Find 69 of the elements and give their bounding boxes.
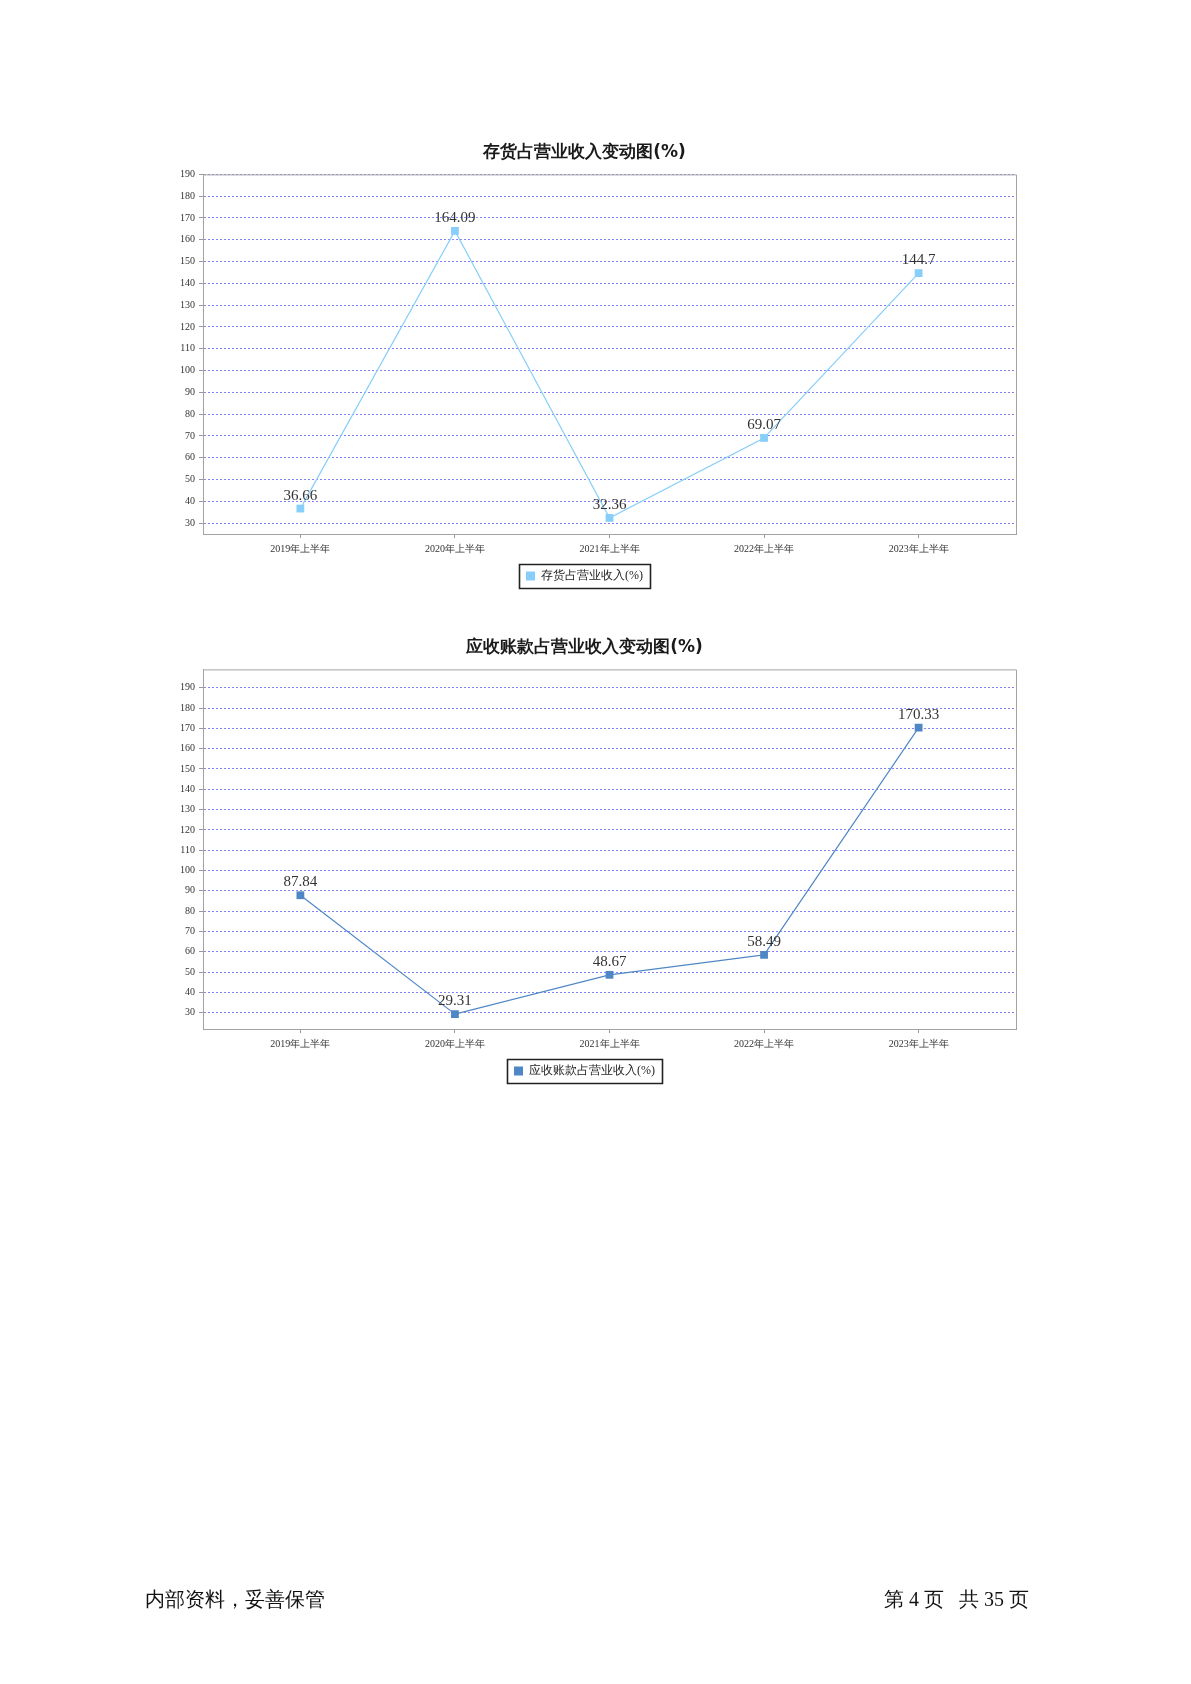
y-tick-label: 110 xyxy=(180,843,195,855)
data-label: 69.07 xyxy=(747,415,782,432)
data-label: 170.33 xyxy=(898,705,940,722)
y-tick-label: 120 xyxy=(180,823,195,835)
data-label: 87.84 xyxy=(283,873,318,890)
legend-label: 存货占营业收入(%) xyxy=(541,568,644,583)
x-tick-label: 2020年上半年 xyxy=(424,1037,485,1049)
y-tick-label: 60 xyxy=(185,945,195,957)
y-tick-label: 140 xyxy=(180,276,195,288)
y-tick-label: 70 xyxy=(185,429,195,441)
y-tick-label: 180 xyxy=(180,701,195,713)
y-tick-label: 90 xyxy=(185,884,195,896)
data-label: 48.67 xyxy=(592,952,627,969)
x-tick-label: 2019年上半年 xyxy=(270,542,331,554)
y-tick-label: 70 xyxy=(185,925,195,937)
point xyxy=(605,970,614,979)
y-tick-label: 170 xyxy=(180,211,195,223)
y-tick-label: 40 xyxy=(185,494,195,506)
point xyxy=(760,434,768,442)
y-tick-label: 50 xyxy=(185,473,195,485)
point xyxy=(914,723,923,732)
y-tick-label: 190 xyxy=(180,168,195,180)
text: 内部资料，妥善保管 xyxy=(145,1587,325,1612)
x-tick-label: 2020年上半年 xyxy=(424,542,485,554)
y-tick-label: 40 xyxy=(185,986,195,998)
x-tick-label: 2023年上半年 xyxy=(888,1037,949,1049)
data-label: 32.36 xyxy=(592,495,627,512)
legend-label: 应收账款占营业收入(%) xyxy=(529,1063,656,1078)
chart-title: 应收账款占营业收入变动图(%) xyxy=(465,635,703,656)
point xyxy=(451,226,459,235)
y-tick-label: 110 xyxy=(180,342,195,354)
y-tick-label: 80 xyxy=(185,407,195,419)
y-tick-label: 180 xyxy=(180,189,195,201)
y-tick-label: 100 xyxy=(180,864,195,876)
data-label: 36.66 xyxy=(283,486,318,503)
data-label: 29.31 xyxy=(438,992,472,1009)
y-tick-label: 50 xyxy=(185,965,195,977)
x-tick-label: 2021年上半年 xyxy=(579,542,640,554)
chart-title: 存货占营业收入变动图(%) xyxy=(482,140,686,161)
y-tick-label: 130 xyxy=(180,298,195,310)
text: 第 4 页 共 35 页 xyxy=(884,1587,1029,1612)
x-tick-label: 2022年上半年 xyxy=(734,1037,795,1049)
y-tick-label: 160 xyxy=(180,742,195,754)
y-tick-label: 60 xyxy=(185,451,195,463)
point xyxy=(451,1010,459,1019)
x-tick-label: 2021年上半年 xyxy=(579,1037,640,1049)
point xyxy=(760,950,768,959)
point xyxy=(605,514,614,522)
y-tick-label: 30 xyxy=(185,1006,195,1018)
point xyxy=(296,504,305,513)
y-tick-label: 30 xyxy=(185,516,195,528)
x-tick-label: 2023年上半年 xyxy=(888,542,949,554)
data-label: 144.7 xyxy=(901,251,936,268)
y-tick-label: 160 xyxy=(180,233,195,245)
y-tick-label: 150 xyxy=(180,255,195,267)
y-tick-label: 90 xyxy=(185,385,195,397)
data-label: 164.09 xyxy=(434,208,476,225)
point xyxy=(296,891,305,900)
point xyxy=(914,269,923,278)
y-tick-label: 150 xyxy=(180,762,195,774)
y-tick-label: 190 xyxy=(180,681,195,693)
y-tick-label: 140 xyxy=(180,782,195,794)
y-tick-label: 100 xyxy=(180,364,195,376)
x-tick-label: 2022年上半年 xyxy=(734,542,795,554)
y-tick-label: 170 xyxy=(180,721,195,733)
y-tick-label: 130 xyxy=(180,803,195,815)
y-tick-label: 80 xyxy=(185,904,195,916)
y-tick-label: 120 xyxy=(180,320,195,332)
x-tick-label: 2019年上半年 xyxy=(270,1037,331,1049)
